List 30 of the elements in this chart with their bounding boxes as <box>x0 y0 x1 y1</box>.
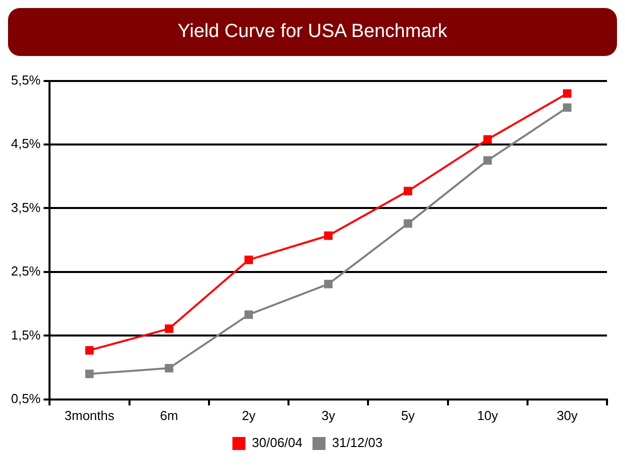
point <box>483 135 492 144</box>
y-tick-label: 5,5% <box>10 72 42 88</box>
point <box>85 370 94 378</box>
point <box>562 89 572 98</box>
y-tick-label: 3,5% <box>10 200 42 215</box>
point <box>324 231 333 240</box>
point <box>562 103 572 112</box>
legend-label: 31/12/03 <box>332 435 383 450</box>
chart-title: Yield Curve for USA Benchmark <box>8 8 617 56</box>
x-tick-label: 3y <box>321 408 336 423</box>
x-tick-label: 3months <box>64 408 115 423</box>
x-tick-label: 30y <box>556 408 578 423</box>
point <box>404 186 412 196</box>
point <box>164 324 174 333</box>
x-tick-label: 5y <box>401 408 416 423</box>
point <box>483 156 492 165</box>
point <box>244 256 253 264</box>
y-tick-label: 4,5% <box>10 136 42 152</box>
point <box>324 280 333 288</box>
point <box>404 219 412 228</box>
legend-label: 30/06/04 <box>252 435 303 450</box>
y-tick-label: 0,5% <box>10 390 42 406</box>
x-tick-label: 6m <box>160 408 178 423</box>
point <box>244 310 253 319</box>
point <box>85 346 94 355</box>
y-tick-label: 1,5% <box>10 327 42 342</box>
y-tick-label: 2,5% <box>10 264 42 279</box>
x-tick-label: 2y <box>242 408 256 423</box>
x-tick-label: 10y <box>477 408 499 423</box>
point <box>164 364 174 372</box>
